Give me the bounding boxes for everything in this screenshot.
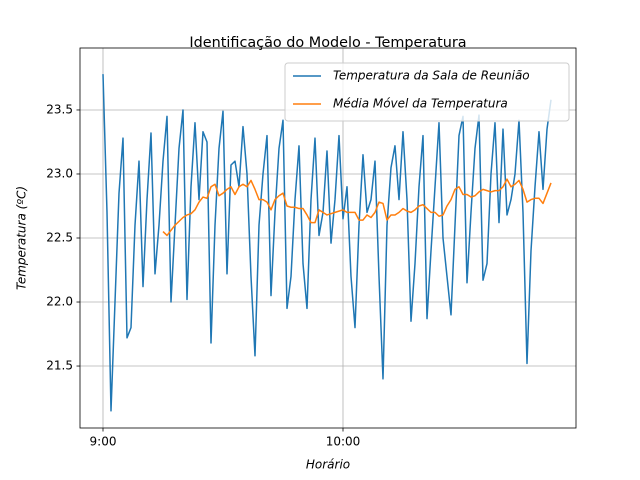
data-line xyxy=(162,178,552,237)
y-tick-label: 22.5 xyxy=(46,231,73,245)
y-tick-label: 21.5 xyxy=(46,359,73,373)
x-tick-label: 9:00 xyxy=(90,435,117,449)
axes-frame xyxy=(79,47,577,429)
legend-label: Temperatura da Sala de Reunião xyxy=(333,69,530,83)
y-axis-label: Temperatura (ºC) xyxy=(15,186,29,290)
legend-box xyxy=(284,62,570,122)
y-tick-label: 22.0 xyxy=(46,295,73,309)
y-tick-label: 23.0 xyxy=(46,166,73,180)
x-tick-label: 10:00 xyxy=(326,435,361,449)
chart-title: Identificação do Modelo - Temperatura xyxy=(189,35,466,51)
y-tick-label: 23.5 xyxy=(46,102,73,116)
x-axis-label: Horário xyxy=(306,458,350,472)
data-line xyxy=(102,74,552,412)
legend-label: Média Móvel da Temperatura xyxy=(333,97,508,111)
